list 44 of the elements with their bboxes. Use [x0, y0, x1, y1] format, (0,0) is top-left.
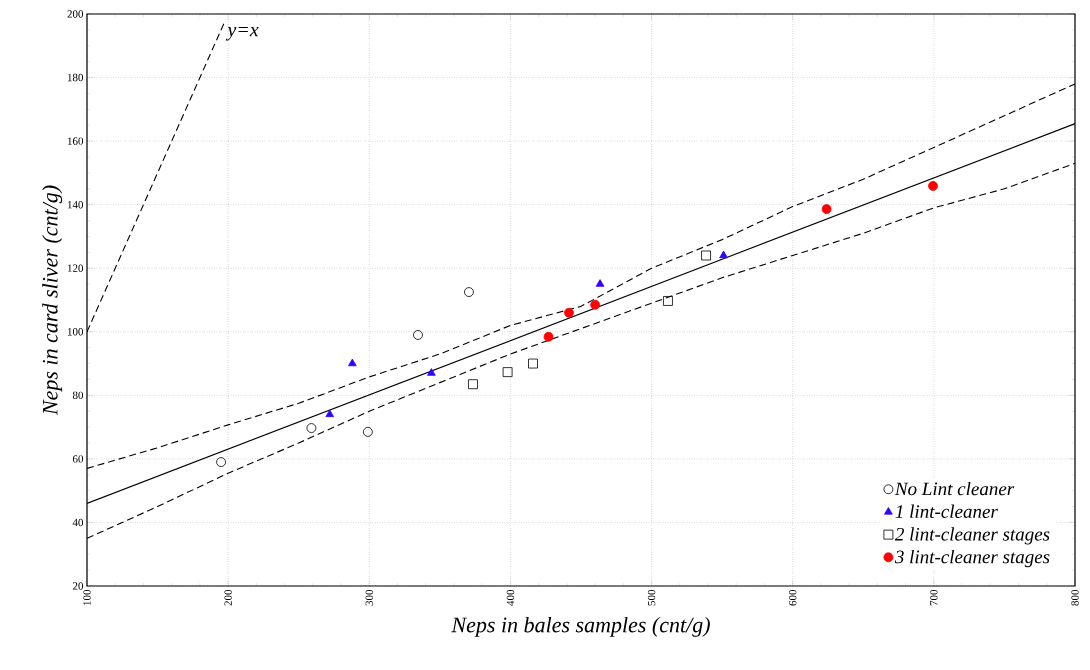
- y-tick-label: 20: [72, 582, 84, 590]
- point: [216, 457, 226, 467]
- point: [362, 426, 373, 437]
- series-label: y=x: [225, 27, 259, 41]
- y-tick-label: 80: [72, 391, 84, 400]
- y-tick-label: 40: [72, 518, 84, 527]
- y-tick-label: 120: [67, 264, 84, 272]
- point: [590, 299, 601, 310]
- point: [427, 368, 436, 376]
- x-axis-title: Neps in bales samples (cnt/g): [451, 616, 710, 637]
- legend-label: No Lint cleaner: [894, 481, 1015, 496]
- y-tick-label: 200: [67, 10, 84, 18]
- y-tick-label: 100: [67, 328, 84, 336]
- x-tick-label: 600: [789, 589, 797, 606]
- y-axis-title: Neps in card sliver (cnt/g): [42, 185, 63, 416]
- point: [502, 367, 513, 378]
- x-tick-label: 500: [647, 589, 656, 606]
- x-tick-label: 300: [365, 589, 373, 606]
- point: [464, 287, 474, 297]
- point: [348, 358, 357, 367]
- point: [719, 250, 728, 259]
- point: [468, 379, 478, 390]
- point: [306, 423, 317, 433]
- point: [413, 330, 423, 340]
- point: [543, 331, 554, 342]
- y-tick-label: 60: [72, 455, 84, 463]
- point: [595, 279, 605, 287]
- point: [701, 250, 711, 261]
- y-tick-label: 140: [67, 200, 84, 209]
- point: [325, 409, 335, 418]
- point: [528, 358, 538, 369]
- point: [564, 307, 574, 318]
- legend-label: 3 lint-cleaner stages: [894, 549, 1050, 568]
- x-tick-label: 200: [224, 589, 232, 606]
- point: [821, 204, 832, 215]
- y-tick-label: 180: [67, 73, 84, 82]
- legend-label: 2 lint-cleaner stages: [894, 527, 1050, 545]
- x-tick-label: 800: [1071, 589, 1079, 606]
- x-tick-label: 700: [930, 589, 938, 606]
- legend-label: 1 lint-cleaner: [895, 504, 998, 518]
- x-tick-label: 400: [506, 589, 515, 606]
- point: [663, 296, 673, 306]
- y-tick-label: 160: [67, 137, 84, 145]
- point: [928, 181, 938, 191]
